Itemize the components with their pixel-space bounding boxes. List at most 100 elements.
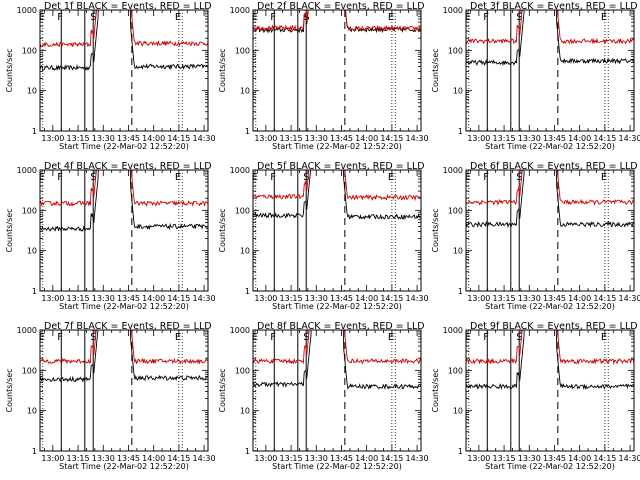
x-tick-label: 13:15 — [493, 454, 516, 463]
y-axis-label: Counts/sec — [431, 368, 440, 412]
y-tick-label: 10 — [453, 407, 463, 416]
x-tick-label: 13:15 — [67, 134, 90, 143]
y-tick-label: 100 — [235, 206, 250, 215]
panel-title: Det 1f BLACK = Events, RED = LLD — [44, 1, 212, 12]
panel-4: Det 4f BLACK = Events, RED = LLD Counts/s… — [5, 161, 216, 311]
marker-label-e: E — [601, 12, 607, 23]
panel-5: Det 5f BLACK = Events, RED = LLD Counts/s… — [218, 161, 429, 311]
panel-title: Det 6f BLACK = Events, RED = LLD — [470, 161, 638, 172]
y-tick-label: 100 — [235, 46, 250, 55]
x-tick-label: 13:45 — [543, 294, 566, 303]
marker-label-s: S — [516, 172, 522, 183]
x-tick-label: 14:30 — [406, 134, 429, 143]
y-tick-label: 10 — [240, 407, 250, 416]
x-tick-label: 14:00 — [355, 454, 378, 463]
y-tick-label: 1 — [245, 127, 250, 136]
x-tick-label: 14:00 — [568, 454, 591, 463]
marker-label-f: F — [483, 12, 489, 23]
x-tick-label: 14:30 — [193, 454, 216, 463]
panel-title: Det 8f BLACK = Events, RED = LLD — [257, 321, 425, 332]
marker-label-e: E — [465, 172, 471, 183]
marker-label-e: E — [175, 172, 181, 183]
y-tick-label: 10 — [27, 247, 37, 256]
marker-label-s: S — [90, 12, 96, 23]
y-tick-label: 1 — [458, 447, 463, 456]
x-tick-label: 14:15 — [167, 294, 190, 303]
y-axis-label: Counts/sec — [218, 368, 227, 412]
series-events-line — [253, 330, 421, 391]
y-axis-label: Counts/sec — [5, 48, 14, 92]
marker-label-f: F — [270, 332, 276, 343]
panel-title: Det 2f BLACK = Events, RED = LLD — [257, 1, 425, 12]
marker-label-s: S — [516, 332, 522, 343]
x-tick-label: 14:15 — [380, 134, 403, 143]
panel-title: Det 4f BLACK = Events, RED = LLD — [44, 161, 212, 172]
panel-7: Det 7f BLACK = Events, RED = LLD Counts/s… — [5, 321, 216, 471]
x-tick-label: 13:15 — [67, 454, 90, 463]
x-tick-label: 14:00 — [568, 294, 591, 303]
x-tick-label: 13:45 — [117, 294, 140, 303]
series-lld-line — [253, 330, 421, 365]
y-tick-label: 1000 — [443, 326, 463, 335]
series-lld-line — [40, 170, 208, 208]
panel-2: Det 2f BLACK = Events, RED = LLD Counts/s… — [218, 1, 429, 151]
marker-label-s: S — [90, 332, 96, 343]
x-tick-label: 13:00 — [254, 454, 277, 463]
series-events-line — [40, 330, 208, 383]
x-tick-label: 13:30 — [92, 454, 115, 463]
plot-frame — [252, 329, 422, 452]
marker-label-e: E — [252, 172, 258, 183]
y-tick-label: 1 — [245, 447, 250, 456]
y-axis-label: Counts/sec — [431, 48, 440, 92]
y-tick-label: 1000 — [230, 6, 250, 15]
plot-frame — [252, 169, 422, 292]
y-tick-label: 1000 — [443, 6, 463, 15]
marker-label-s: S — [516, 12, 522, 23]
marker-label-e: E — [388, 172, 394, 183]
x-tick-label: 13:00 — [254, 294, 277, 303]
panel-6: Det 6f BLACK = Events, RED = LLD Counts/s… — [431, 161, 640, 311]
marker-label-s: S — [90, 172, 96, 183]
x-tick-label: 13:30 — [305, 294, 328, 303]
x-axis-label: Start Time (22-Mar-02 12:52:20) — [272, 142, 402, 151]
marker-label-e: E — [465, 12, 471, 23]
x-tick-label: 13:00 — [41, 134, 64, 143]
x-axis-label: Start Time (22-Mar-02 12:52:20) — [272, 462, 402, 471]
x-tick-label: 14:15 — [593, 134, 616, 143]
y-tick-label: 10 — [240, 87, 250, 96]
plot-frame — [465, 329, 635, 452]
y-tick-label: 10 — [453, 247, 463, 256]
y-tick-label: 1 — [32, 447, 37, 456]
x-tick-label: 14:00 — [142, 294, 165, 303]
series-lld-line — [40, 10, 208, 48]
y-tick-label: 1 — [458, 127, 463, 136]
y-axis-label: Counts/sec — [431, 208, 440, 252]
x-tick-label: 14:15 — [380, 454, 403, 463]
x-tick-label: 14:00 — [355, 134, 378, 143]
x-tick-label: 13:45 — [543, 134, 566, 143]
panel-title: Det 3f BLACK = Events, RED = LLD — [470, 1, 638, 12]
y-tick-label: 10 — [27, 407, 37, 416]
x-tick-label: 14:15 — [167, 454, 190, 463]
x-tick-label: 13:00 — [254, 134, 277, 143]
x-tick-label: 13:00 — [467, 294, 490, 303]
plot-frame — [39, 9, 209, 132]
y-axis-label: Counts/sec — [218, 48, 227, 92]
y-tick-label: 1000 — [230, 326, 250, 335]
y-tick-label: 100 — [22, 206, 37, 215]
series-events-line — [253, 170, 421, 221]
panel-3: Det 3f BLACK = Events, RED = LLD Counts/s… — [431, 1, 640, 151]
x-tick-label: 13:30 — [518, 294, 541, 303]
marker-label-e: E — [601, 172, 607, 183]
y-tick-label: 10 — [453, 87, 463, 96]
series-events-line — [466, 170, 634, 229]
x-tick-label: 13:30 — [92, 134, 115, 143]
x-tick-label: 14:15 — [593, 294, 616, 303]
x-axis-label: Start Time (22-Mar-02 12:52:20) — [485, 142, 615, 151]
x-tick-label: 13:30 — [518, 454, 541, 463]
plot-frame — [465, 9, 635, 132]
series-lld-line — [253, 170, 421, 202]
series-events-line — [466, 330, 634, 391]
y-tick-label: 1000 — [443, 166, 463, 175]
